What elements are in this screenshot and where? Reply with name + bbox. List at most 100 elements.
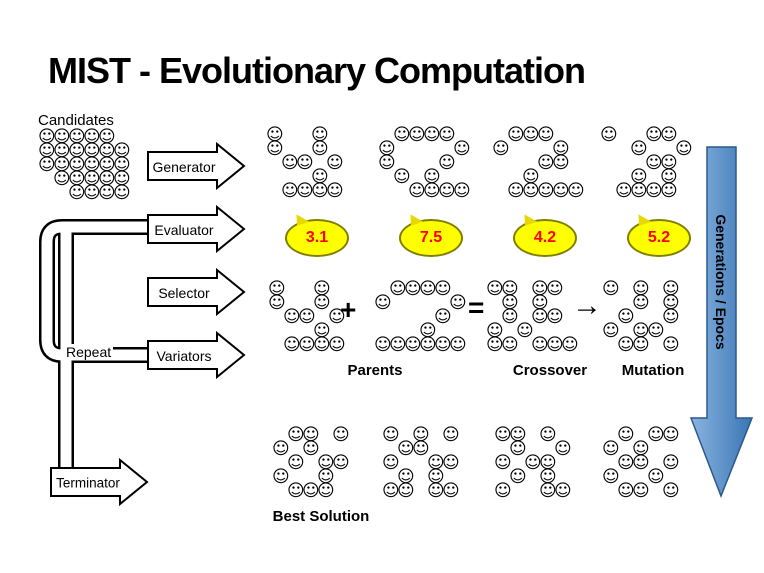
smiley-row: ☺☺☺ [602, 425, 692, 445]
smiley-row: ☺☺☺☺ [486, 281, 576, 298]
repeat-loop-outline [39, 219, 152, 363]
smiley-icon: ☺ [83, 127, 101, 147]
score-value-4: 5.2 [647, 229, 671, 246]
smiley-icon: ☺ [313, 279, 331, 299]
smiley-icon: ☺ [328, 335, 346, 355]
smiley-icon: ☺ [393, 167, 411, 187]
smiley-icon: ☺ [266, 139, 284, 159]
smiley-icon: ☺ [537, 181, 555, 201]
smiley-row: ☺☺ [382, 441, 472, 458]
smiley-row: ☺☺ [486, 295, 576, 312]
smiley-row: ☺☺☺ [602, 481, 692, 501]
smiley-icon: ☺ [423, 167, 441, 187]
generations-label: Generations / Epocs [713, 214, 729, 350]
smiley-row: ☺☺☺☺ [600, 181, 690, 201]
smiley-icon: ☺ [311, 167, 329, 187]
smiley-icon: ☺ [113, 141, 131, 161]
smiley-row: ☺☺☺☺☺ [486, 337, 579, 354]
smiley-icon: ☺ [662, 279, 680, 299]
smiley-row: ☺☺ [600, 169, 690, 186]
smiley-row: ☺☺ [492, 141, 582, 158]
smiley-gap [486, 296, 501, 310]
smiley-icon: ☺ [486, 321, 504, 341]
smiley-row: ☺☺ [374, 293, 467, 313]
smiley-row: ☺☺ [378, 167, 468, 187]
smiley-icon: ☺ [397, 481, 415, 501]
best-cluster-1: ☺☺ ☺ ☺ ☺ ☺ ☺☺ ☺ ☺ ☺☺☺ [272, 427, 362, 501]
terminator-arrow-shape [50, 458, 149, 506]
smiley-row: ☺☺ [268, 279, 358, 299]
smiley-icon: ☺ [38, 127, 56, 147]
candidates-label: Candidates [38, 112, 114, 129]
smiley-gap [266, 184, 281, 198]
smiley-icon: ☺ [311, 139, 329, 159]
smiley-icon: ☺ [453, 139, 471, 159]
smiley-gap [615, 156, 630, 170]
smiley-icon: ☺ [287, 481, 305, 501]
smiley-icon: ☺ [404, 279, 422, 299]
evaluator-arrow-shape [147, 205, 246, 253]
smiley-gap [268, 338, 283, 352]
smiley-gap [341, 128, 356, 142]
smiley-gap [522, 142, 537, 156]
smiley-row: ☺☺☺☺☺ [38, 127, 128, 147]
terminator-label: Terminator [56, 476, 120, 491]
smiley-icon: ☺ [539, 453, 557, 473]
smiley-row: ☺☺☺☺☺ [38, 171, 131, 188]
smiley-gap [53, 186, 68, 200]
page-title: MIST - Evolutionary Computation [48, 50, 586, 91]
smiley-gap [374, 310, 389, 324]
smiley-gap [378, 184, 393, 198]
smiley-icon: ☺ [113, 155, 131, 175]
smiley-icon: ☺ [539, 481, 557, 501]
smiley-icon: ☺ [632, 439, 650, 459]
smiley-icon: ☺ [298, 307, 316, 327]
smiley-row: ☺☺ [382, 469, 472, 486]
smiley-icon: ☺ [283, 335, 301, 355]
smiley-row: ☺☺☺ [486, 307, 576, 327]
smiley-gap [404, 296, 419, 310]
smiley-icon: ☺ [313, 335, 331, 355]
smiley-gap [561, 310, 576, 324]
smiley-icon: ☺ [509, 425, 527, 445]
smiley-gap [389, 310, 404, 324]
smiley-icon: ☺ [632, 481, 650, 501]
smiley-icon: ☺ [317, 481, 335, 501]
smiley-icon: ☺ [554, 481, 572, 501]
smiley-gap [615, 128, 630, 142]
smiley-icon: ☺ [546, 307, 564, 327]
smiley-icon: ☺ [615, 181, 633, 201]
smiley-icon: ☺ [68, 183, 86, 203]
population-cluster-1: ☺ ☺ ☺ ☺ ☺☺ ☺ ☺ ☺☺☺☺ [266, 127, 356, 200]
smiley-icon: ☺ [552, 181, 570, 201]
smiley-icon: ☺ [438, 125, 456, 145]
smiley-icon: ☺ [647, 425, 665, 445]
smiley-icon: ☺ [632, 293, 650, 313]
plus-operator: + [340, 294, 357, 325]
best-cluster-4: ☺ ☺☺ ☺ ☺ ☺☺ ☺ ☺ ☺ ☺☺ ☺ [602, 425, 692, 501]
evaluator-label: Evaluator [154, 222, 213, 238]
smiley-gap [341, 156, 356, 170]
smiley-icon: ☺ [374, 335, 392, 355]
smiley-gap [457, 428, 472, 442]
score-bubble-2: 7.5 [399, 219, 463, 257]
smiley-row: ☺☺☺ [602, 453, 692, 473]
smiley-icon: ☺ [423, 181, 441, 201]
smiley-gap [569, 484, 584, 498]
smiley-gap [378, 170, 393, 184]
smiley-row: ☺☺☺ [492, 127, 582, 144]
smiley-icon: ☺ [662, 307, 680, 327]
smiley-icon: ☺ [374, 293, 392, 313]
smiley-gap [457, 456, 472, 470]
smiley-icon: ☺ [617, 481, 635, 501]
smiley-row: ☺ [374, 323, 464, 340]
crossover-cluster: ☺☺ ☺☺ ☺ ☺ ☺ ☺☺ ☺ ☺ ☺☺ ☺☺☺ [486, 281, 579, 354]
smiley-icon: ☺ [632, 453, 650, 473]
smiley-gap [524, 470, 539, 484]
smiley-gap [449, 310, 464, 324]
smiley-gap [38, 186, 53, 200]
smiley-row: ☺☺ [378, 139, 471, 159]
smiley-icon: ☺ [272, 467, 290, 487]
smiley-icon: ☺ [647, 321, 665, 341]
smiley-row: ☺☺☺ [272, 481, 362, 501]
